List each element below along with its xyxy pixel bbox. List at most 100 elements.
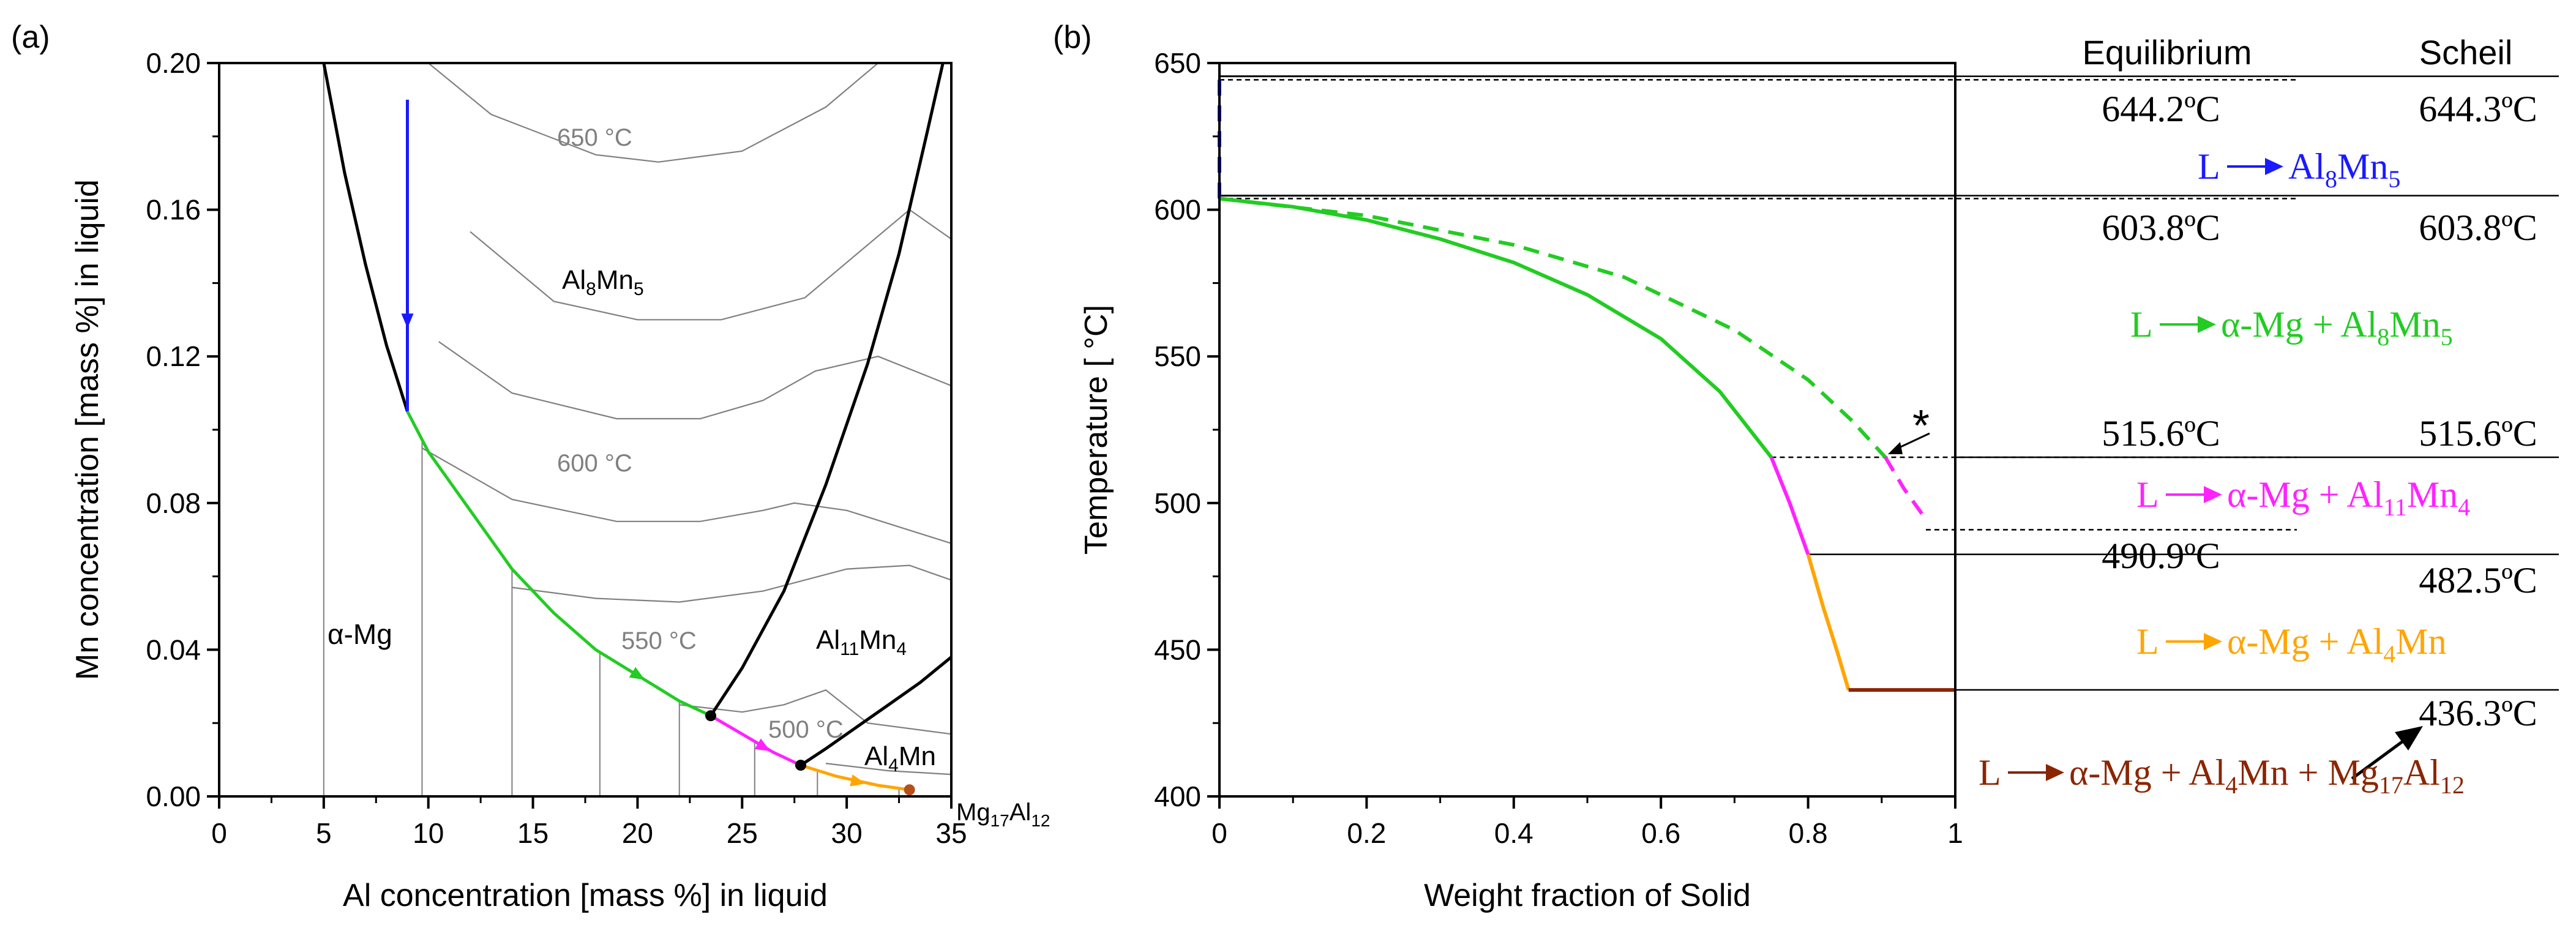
- panel-a-plot-content: [322, 63, 951, 796]
- region-label-mg17al12: Mg17Al12: [956, 799, 1050, 830]
- panel-a-label: (a): [11, 20, 50, 55]
- isotherm-line: [421, 447, 951, 544]
- isotherm-label-550: 550 °C: [621, 627, 697, 654]
- region-label-al11mn4: Al11Mn4: [816, 625, 907, 659]
- phase-boundary-Al11Mn4-Al4Mn: [799, 656, 951, 767]
- region-label-al8mn5: Al8Mn5: [562, 265, 644, 299]
- y-tick-label: 0.00: [146, 780, 201, 812]
- x-tick-label: 1: [1947, 817, 1963, 849]
- panel-a: (a) 0 5 10 15 20 25 30 35 0.00 0.04 0.08 0.12 0.16 0.…: [11, 20, 1050, 913]
- reaction-label: L Al8Mn5: [2198, 146, 2400, 193]
- solidification-path-segment: [710, 714, 802, 767]
- y-tick-label: 450: [1154, 634, 1201, 665]
- isotherm-line: [679, 689, 951, 735]
- temp-scheil-515: 515.6ºC: [2419, 413, 2537, 454]
- isotherm-line: [825, 763, 951, 776]
- isotherm-label-600: 600 °C: [557, 450, 632, 477]
- isotherm-label-500: 500 °C: [768, 716, 844, 743]
- reaction-arrow-head: [2204, 633, 2222, 650]
- reaction-lhs: L: [2136, 474, 2159, 515]
- reaction-rhs: Al8Mn5: [2288, 146, 2400, 193]
- panel-b-y-axis-title: Temperature [ °C]: [1079, 305, 1114, 555]
- y-tick-label: 400: [1154, 780, 1201, 812]
- panel-b-x-axis-title: Weight fraction of Solid: [1424, 878, 1751, 913]
- solidification-curve-segment: [1769, 456, 1810, 555]
- header-scheil: Scheil: [2419, 33, 2513, 72]
- x-tick-label: 0.4: [1494, 817, 1533, 849]
- isotherm-line: [438, 341, 951, 420]
- annotation-star: *: [1912, 402, 1930, 451]
- reaction-lhs: L: [2130, 304, 2153, 345]
- reaction-rhs: α-Mg + Al4Mn + Mg17Al12: [2069, 752, 2465, 799]
- temp-scheil-644: 644.3ºC: [2419, 89, 2537, 129]
- path-direction-arrow: [850, 774, 866, 787]
- reaction-arrow-head: [2204, 486, 2222, 503]
- temp-eq-644: 644.2ºC: [2102, 89, 2220, 129]
- y-tick-label: 600: [1154, 194, 1201, 226]
- solidification-path-segment: [406, 410, 712, 717]
- y-tick-label: 0.16: [146, 194, 201, 226]
- reaction-arrow-head: [2046, 764, 2064, 781]
- y-tick-label: 0.04: [146, 634, 201, 665]
- phase-boundary-Al8Mn5-Al11Mn4: [709, 63, 945, 717]
- temp-scheil-482: 482.5ºC: [2419, 560, 2537, 601]
- temp-eq-603: 603.8ºC: [2102, 208, 2220, 248]
- y-tick-label: 650: [1154, 47, 1201, 79]
- annotation-pointer-head: [1888, 442, 1903, 454]
- solidification-curve-segment: [1219, 196, 1773, 458]
- y-tick-label: 0.08: [146, 487, 201, 519]
- y-tick-label: 500: [1154, 487, 1201, 519]
- reaction-arrow-head: [2265, 158, 2283, 175]
- invariant-point-marker: [904, 784, 915, 796]
- path-direction-arrow: [754, 738, 771, 752]
- phase-boundary-alphaMg-Al8Mn5: [322, 63, 409, 412]
- isotherm-label-650: 650 °C: [557, 124, 632, 151]
- reaction-rhs: α-Mg + Al11Mn4: [2227, 474, 2470, 521]
- reaction-rhs: α-Mg + Al8Mn5: [2221, 304, 2453, 351]
- region-label-alpha-mg: α-Mg: [328, 618, 392, 650]
- temp-scheil-603: 603.8ºC: [2419, 208, 2537, 248]
- reaction-lhs: L: [2198, 146, 2220, 187]
- x-tick-label: 5: [316, 817, 332, 849]
- header-equilibrium: Equilibrium: [2083, 33, 2252, 72]
- isotherm-line: [470, 209, 951, 321]
- reaction-lhs: L: [2136, 621, 2159, 662]
- x-tick-label: 0.6: [1641, 817, 1680, 849]
- panel-a-ticks: 0 5 10 15 20 25 30 35 0.00 0.04 0.08 0.12 0.16 0.20: [146, 47, 967, 849]
- isotherm-line: [512, 564, 951, 603]
- x-tick-label: 0: [1211, 817, 1227, 849]
- temp-eq-515: 515.6ºC: [2102, 413, 2220, 454]
- y-tick-label: 0.20: [146, 47, 201, 79]
- x-tick-label: 35: [935, 817, 967, 849]
- panel-a-x-axis-title: Al concentration [mass %] in liquid: [343, 878, 828, 913]
- invariant-point-marker: [795, 760, 806, 771]
- x-tick-label: 0.2: [1347, 817, 1386, 849]
- x-tick-label: 0: [211, 817, 227, 849]
- panel-a-frame: [218, 62, 953, 798]
- panel-b: (b) 0 0.2 0.4 0.6 0.8 1 400 450 500 550 600 650 Equ…: [1053, 20, 2559, 913]
- region-label-al4mn: Al4Mn: [864, 741, 936, 776]
- panel-b-ticks: 0 0.2 0.4 0.6 0.8 1 400 450 500 550 600 650: [1154, 47, 1963, 849]
- panel-b-plot-content: [1218, 75, 2559, 780]
- x-tick-label: 0.8: [1789, 817, 1828, 849]
- eutectic-pointer-head: [2395, 726, 2423, 750]
- x-tick-label: 25: [727, 817, 758, 849]
- eutectic-pointer: [2351, 733, 2413, 780]
- x-tick-label: 15: [517, 817, 549, 849]
- panel-b-label: (b): [1053, 20, 1092, 55]
- solidification-curve-segment: [1884, 456, 1928, 520]
- reaction-rhs: α-Mg + Al4Mn: [2227, 621, 2447, 668]
- x-tick-label: 10: [413, 817, 444, 849]
- isotherm-line: [428, 63, 879, 163]
- x-tick-label: 20: [622, 817, 653, 849]
- y-tick-label: 550: [1154, 340, 1201, 372]
- reaction-arrow-head: [2198, 316, 2216, 333]
- path-direction-arrow: [629, 667, 645, 680]
- panel-a-clipped: [322, 63, 951, 796]
